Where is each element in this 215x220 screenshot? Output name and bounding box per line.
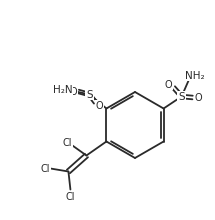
Text: H₂N: H₂N — [53, 84, 72, 95]
Text: Cl: Cl — [63, 138, 72, 147]
Text: S: S — [86, 90, 93, 99]
Text: O: O — [195, 92, 202, 103]
Text: Cl: Cl — [66, 191, 75, 202]
Text: Cl: Cl — [41, 163, 50, 174]
Text: NH₂: NH₂ — [185, 70, 204, 81]
Text: O: O — [96, 101, 103, 110]
Text: O: O — [70, 86, 77, 97]
Text: S: S — [178, 92, 185, 101]
Text: O: O — [165, 79, 172, 90]
